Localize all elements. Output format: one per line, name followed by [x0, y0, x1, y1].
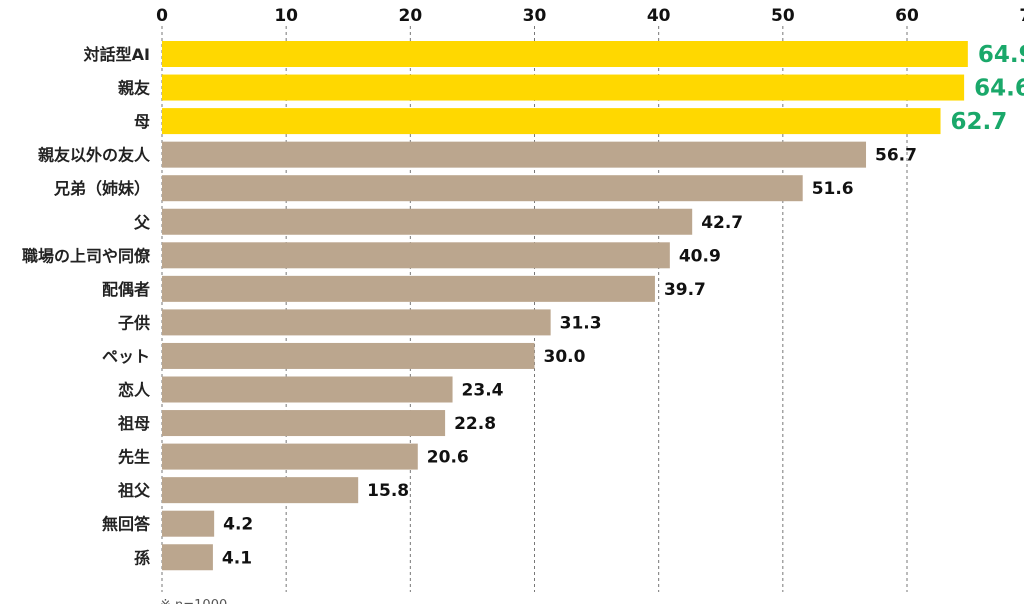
category-label: 先生	[118, 448, 150, 467]
bar	[162, 376, 453, 403]
x-tick-label: 40	[647, 6, 671, 26]
category-label: 恋人	[118, 381, 151, 400]
value-label: 40.9	[679, 246, 721, 266]
value-label: 20.6	[427, 448, 469, 468]
value-label: 23.4	[462, 381, 504, 401]
bar	[162, 208, 693, 235]
category-label: 孫	[134, 548, 150, 567]
value-label: 39.7	[664, 280, 706, 300]
category-label: 兄弟（姉妹）	[53, 179, 150, 198]
value-label: 64.6	[974, 76, 1024, 102]
value-label: 4.2	[223, 515, 253, 535]
value-label: 22.8	[454, 414, 496, 434]
category-label: 祖父	[117, 481, 151, 500]
category-label: 親友	[118, 79, 151, 98]
x-tick-label: 70	[1019, 6, 1024, 26]
bar	[162, 175, 803, 202]
x-tick-label: 60	[895, 6, 919, 26]
value-label: 15.8	[367, 481, 409, 501]
footnote: ※ n=1000	[160, 598, 227, 604]
category-label: ペット	[102, 347, 150, 366]
bar	[162, 41, 968, 67]
bar	[162, 275, 655, 302]
x-tick-label: 20	[398, 6, 422, 26]
bar	[162, 443, 418, 470]
bar	[162, 309, 551, 336]
category-label: 子供	[118, 313, 150, 332]
value-label: 42.7	[701, 213, 743, 233]
category-label: 祖母	[117, 414, 150, 433]
value-label: 31.3	[560, 313, 602, 333]
bar	[162, 74, 965, 101]
bar	[162, 108, 941, 135]
value-label: 56.7	[875, 146, 917, 166]
bar	[162, 477, 359, 504]
category-label: 父	[133, 213, 151, 232]
value-label: 30.0	[544, 347, 586, 367]
bar	[162, 141, 867, 168]
value-label: 64.9	[978, 42, 1024, 68]
category-label: 配偶者	[102, 280, 150, 299]
value-label: 51.6	[812, 179, 854, 199]
category-label: 親友以外の友人	[38, 146, 151, 165]
value-label: 4.1	[222, 548, 252, 568]
x-tick-label: 50	[771, 6, 795, 26]
category-label: 無回答	[102, 515, 151, 534]
bar	[162, 544, 213, 571]
category-label: 対話型AI	[83, 45, 150, 64]
bar	[162, 410, 446, 437]
x-tick-label: 30	[523, 6, 547, 26]
bar	[162, 242, 670, 269]
x-tick-label: 0	[156, 6, 168, 26]
category-label: 母	[134, 112, 150, 131]
bar	[162, 510, 215, 537]
x-tick-label: 10	[274, 6, 298, 26]
bar	[162, 342, 535, 369]
value-label: 62.7	[951, 109, 1008, 135]
category-label: 職場の上司や同僚	[22, 246, 151, 265]
